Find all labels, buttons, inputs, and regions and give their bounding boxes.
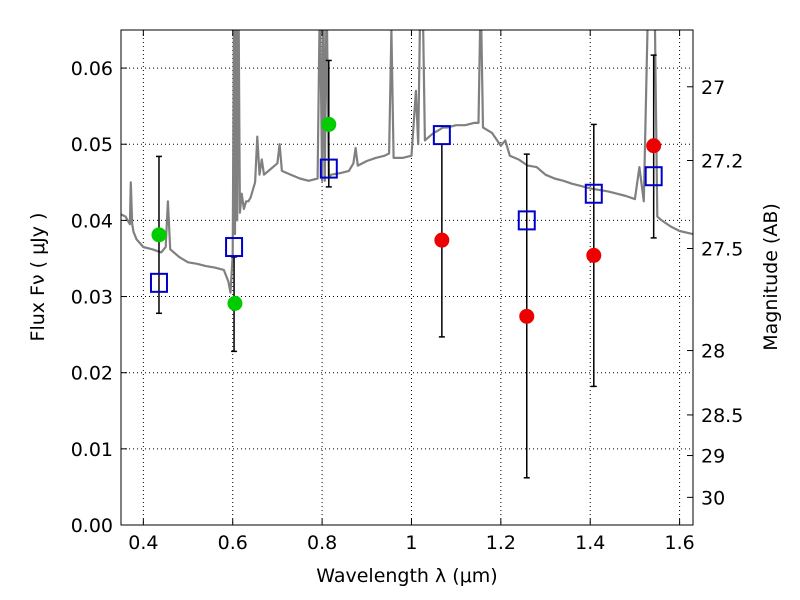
observed-flux-point [517, 210, 536, 231]
model-flux-point [151, 227, 167, 243]
y-tick-label: 0.02 [71, 363, 113, 385]
spectrum-line [121, 30, 693, 294]
x-tick-label: 0.8 [307, 532, 337, 554]
observed-flux-point [432, 125, 451, 146]
y-tick-label: 0.00 [71, 515, 113, 537]
y2-tick-label: 27.2 [701, 151, 743, 173]
y-axis-label: Flux Fν ( μJy ) [27, 213, 49, 342]
observed-flux-point [319, 158, 338, 179]
observed-flux-point [584, 183, 603, 204]
x-tick-label: 1 [405, 532, 417, 554]
y2-tick-label: 27 [701, 77, 725, 99]
y2-tick-label: 28 [701, 341, 725, 363]
model-flux-point [434, 232, 450, 248]
y2-tick-label: 29 [701, 446, 725, 468]
x-tick-label: 1.4 [575, 532, 605, 554]
x-tick-label: 0.4 [128, 532, 158, 554]
y-tick-label: 0.05 [71, 134, 113, 156]
observed-flux-point [149, 272, 168, 293]
model-flux-point [646, 138, 662, 154]
plot-area [121, 30, 693, 294]
y2-axis-label: Magnitude (AB) [760, 203, 782, 351]
model-flux-point [227, 295, 243, 311]
x-tick-label: 1.6 [664, 532, 694, 554]
observed-flux-point [225, 237, 244, 258]
markers [149, 54, 663, 479]
x-axis-label: Wavelength λ (μm) [316, 565, 497, 587]
observed-flux-point [644, 166, 663, 187]
plot-frame [120, 29, 694, 526]
y-tick-label: 0.04 [71, 210, 113, 232]
y2-tick-label: 30 [701, 487, 725, 509]
y2-tick-label: 28.5 [701, 405, 743, 427]
y-tick-label: 0.06 [71, 58, 113, 80]
x-tick-label: 1.2 [486, 532, 516, 554]
y2-tick-label: 27.5 [701, 239, 743, 261]
model-flux-point [519, 308, 535, 324]
x-tick-label: 0.6 [218, 532, 248, 554]
y-tick-label: 0.03 [71, 287, 113, 309]
model-flux-point [586, 247, 602, 263]
axis-ticks: 0.4 0.6 0.8 1 1.2 1.4 1.6 0.00 0.01 0.02 0.03 0.04 0… [71, 30, 743, 554]
model-flux-point [321, 116, 337, 132]
y-tick-label: 0.01 [71, 439, 113, 461]
